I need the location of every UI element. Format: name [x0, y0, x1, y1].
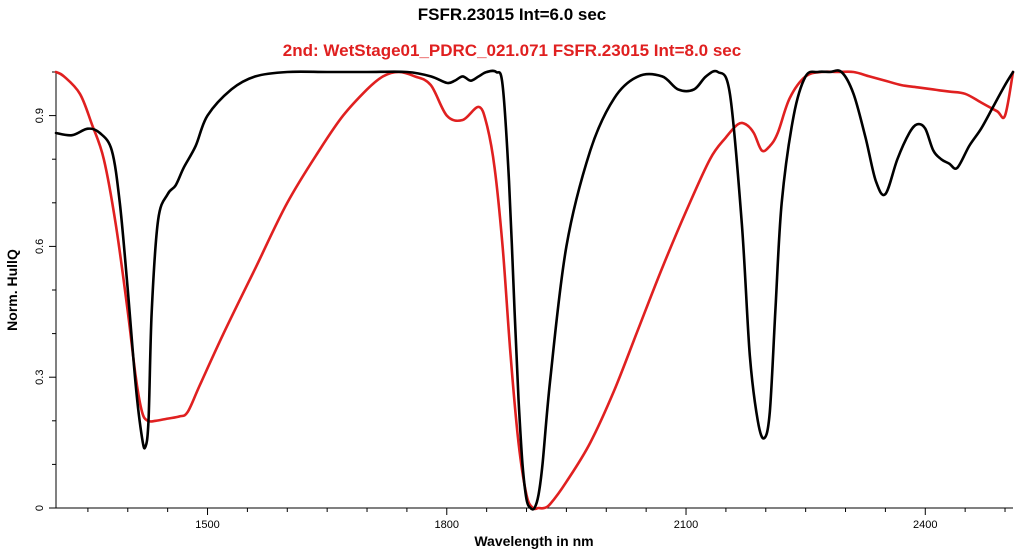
- chart-subtitle: 2nd: WetStage01_PDRC_021.071 FSFR.23015 …: [283, 41, 741, 60]
- y-tick-label: 0.6: [34, 239, 46, 254]
- y-tick-label: 0: [34, 505, 46, 511]
- x-tick-label: 2400: [913, 519, 937, 531]
- x-tick-label: 1800: [435, 519, 459, 531]
- x-axis-label: Wavelength in nm: [474, 533, 593, 549]
- y-axis-label: Norm. HullQ: [4, 249, 20, 331]
- x-tick-label: 1500: [195, 519, 219, 531]
- series-layer: [54, 69, 1015, 511]
- x-tick-label: 2100: [674, 519, 698, 531]
- y-tick-label: 0.3: [34, 370, 46, 385]
- series-line-black: [54, 69, 1015, 511]
- axis-ticks: 1500 1800 2100 2400 0 0.3 0.6 0.9: [34, 71, 1006, 531]
- chart-title: FSFR.23015 Int=6.0 sec: [418, 5, 607, 24]
- y-tick-label: 0.9: [34, 108, 46, 123]
